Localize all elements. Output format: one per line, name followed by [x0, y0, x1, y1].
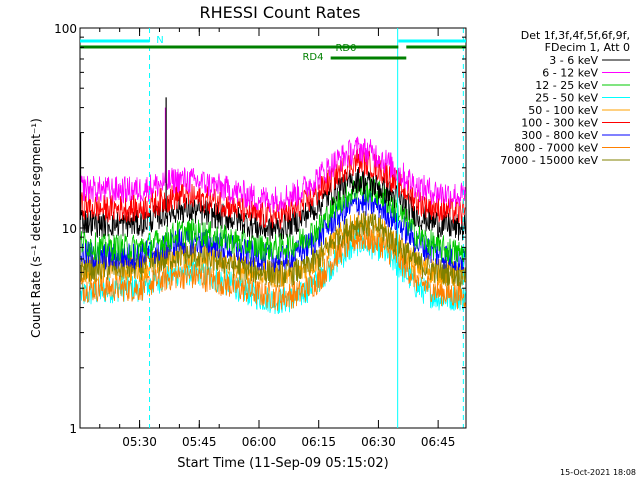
legend-label-8: 7000 - 15000 keV: [500, 154, 598, 167]
legend-label-3: 25 - 50 keV: [535, 92, 598, 105]
x-axis-ticks: 05:30 05:45 06:00 06:15 06:30 06:45: [99, 28, 456, 449]
y-tick-label: 100: [54, 22, 77, 36]
footer-timestamp: 15-Oct-2021 18:08: [560, 468, 636, 477]
legend-label-6: 300 - 800 keV: [521, 129, 598, 142]
series-line-12-25-kev: [80, 176, 466, 266]
state-bar-layer: N RD0 RD4: [80, 35, 466, 63]
legend-label-0: 3 - 6 keV: [549, 54, 598, 67]
x-axis-label: Start Time (11-Sep-09 05:15:02): [177, 456, 388, 471]
legend-label-2: 12 - 25 keV: [535, 79, 598, 92]
y-tick-label: 10: [62, 222, 77, 236]
series-line-6-12-kev: [80, 136, 466, 213]
legend-label-4: 50 - 100 keV: [528, 104, 598, 117]
legend-header-line-1: Det 1f,3f,4f,5f,6f,9f,: [521, 29, 630, 42]
chart-title: RHESSI Count Rates: [200, 3, 361, 22]
x-tick-label: 06:30: [361, 435, 396, 449]
y-axis-ticks: 1 10 100: [54, 22, 466, 436]
x-tick-label: 05:30: [122, 435, 157, 449]
x-tick-label: 06:45: [421, 435, 456, 449]
legend-header-line-2: FDecim 1, Att 0: [545, 41, 630, 54]
legend-label-5: 100 - 300 keV: [521, 117, 598, 130]
series-layer: [79, 97, 466, 315]
x-tick-label: 06:00: [242, 435, 277, 449]
x-tick-label: 06:15: [301, 435, 336, 449]
series-line-100-300-kev: [80, 148, 466, 230]
legend: Det 1f,3f,4f,5f,6f,9f, FDecim 1, Att 0 3…: [500, 29, 630, 167]
state-bar-label-n: N: [156, 35, 163, 46]
legend-label-7: 800 - 7000 keV: [514, 142, 598, 155]
markers-layer: [149, 28, 464, 428]
legend-label-1: 6 - 12 keV: [542, 67, 598, 80]
y-tick-label: 1: [69, 422, 77, 436]
state-bar-label-rd0: RD0: [335, 43, 356, 54]
y-axis-label: Count Rate (s⁻¹ detector segment⁻¹): [29, 118, 43, 338]
state-bar-label-rd4: RD4: [302, 52, 323, 63]
x-tick-label: 05:45: [182, 435, 217, 449]
